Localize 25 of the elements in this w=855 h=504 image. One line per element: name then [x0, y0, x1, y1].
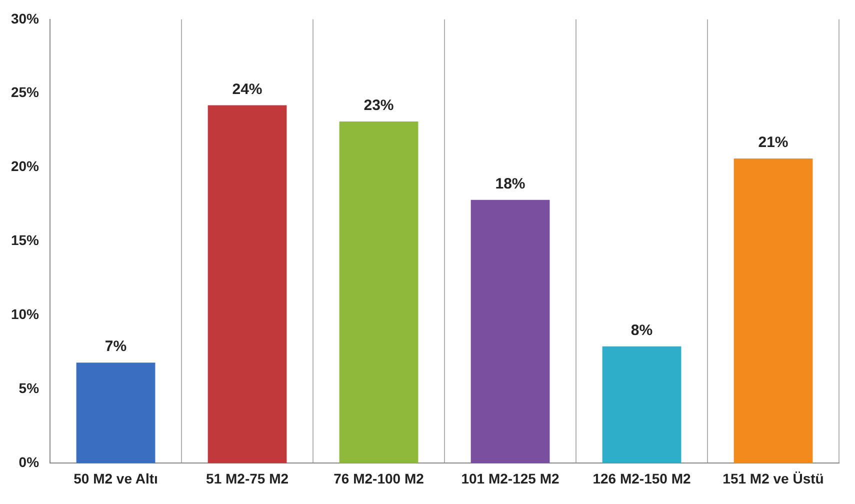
x-tick-label: 76 M2-100 M2 [334, 470, 424, 486]
bar [734, 158, 813, 464]
data-label: 7% [104, 338, 127, 356]
bar [602, 346, 682, 464]
x-tick-label: 51 M2-75 M2 [206, 470, 289, 486]
x-tick-label: 50 M2 ve Altı [74, 470, 158, 486]
data-label: 18% [495, 176, 526, 193]
x-tick-label: 126 M2-150 M2 [592, 470, 691, 486]
y-tick-label: 30% [10, 10, 40, 26]
x-tick-label: 101 M2-125 M2 [461, 470, 560, 486]
y-tick-label: 10% [10, 306, 40, 322]
bar [470, 200, 550, 464]
y-tick-label: 20% [10, 158, 40, 174]
x-tick-label: 151 M2 ve Üstü [722, 470, 824, 486]
bar [339, 121, 418, 464]
data-label: 24% [232, 80, 262, 98]
y-tick-label: 0% [18, 454, 40, 470]
data-label: 8% [630, 322, 653, 339]
bar [208, 105, 287, 464]
data-label: 23% [364, 97, 394, 114]
y-tick-label: 15% [10, 232, 40, 248]
y-tick-label: 25% [10, 84, 40, 100]
data-label: 21% [758, 134, 788, 152]
bar [76, 362, 156, 464]
y-tick-label: 5% [18, 380, 40, 396]
